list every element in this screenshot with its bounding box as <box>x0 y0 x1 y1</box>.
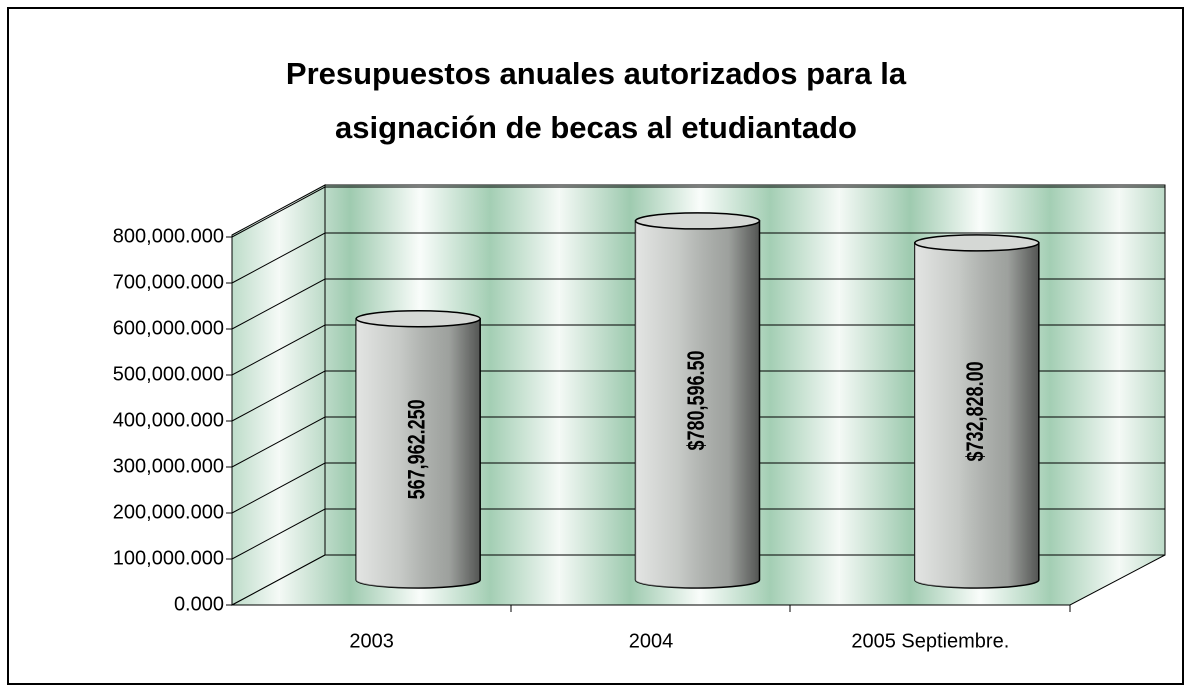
bar-shade <box>914 242 1039 589</box>
grid-line <box>231 278 1165 330</box>
grid-line <box>231 370 1165 422</box>
bar-top <box>634 212 761 230</box>
x-tick-label: 2004 <box>629 630 674 652</box>
bar-shade <box>356 318 481 588</box>
y-tick-label: 700,000.000 <box>113 271 224 293</box>
grid-line <box>231 462 1165 514</box>
x-tick-label: 2003 <box>349 630 394 652</box>
y-tick-label: 0.000 <box>174 593 224 615</box>
y-tick-label: 400,000.000 <box>113 409 224 431</box>
y-tick-label: 500,000.000 <box>113 363 224 385</box>
value-label: 567,962.250 <box>404 399 430 499</box>
chart-subtitle: asignación de becas al etudiantado <box>335 110 857 145</box>
x-tick-label: 2005 Septiembre. <box>851 630 1009 652</box>
grid-line <box>231 324 1165 376</box>
chart-title: Presupuestos anuales autorizados para la <box>286 56 907 91</box>
y-tick-label: 600,000.000 <box>113 317 224 339</box>
y-tick-label: 800,000.000 <box>113 225 224 247</box>
bar-shade <box>635 220 760 589</box>
bar-top <box>355 309 481 328</box>
grid-line <box>231 186 1165 238</box>
value-label: $732,828.00 <box>963 361 989 461</box>
y-tick-label: 300,000.000 <box>113 455 224 477</box>
grid-line <box>231 416 1165 468</box>
side-wall <box>231 184 326 606</box>
bar-top <box>914 234 1040 252</box>
grid-line <box>231 232 1165 284</box>
y-tick-label: 200,000.000 <box>113 501 224 523</box>
grid-line <box>231 508 1165 560</box>
value-label: $780,596.50 <box>683 350 709 450</box>
y-tick-label: 100,000.000 <box>113 547 224 569</box>
